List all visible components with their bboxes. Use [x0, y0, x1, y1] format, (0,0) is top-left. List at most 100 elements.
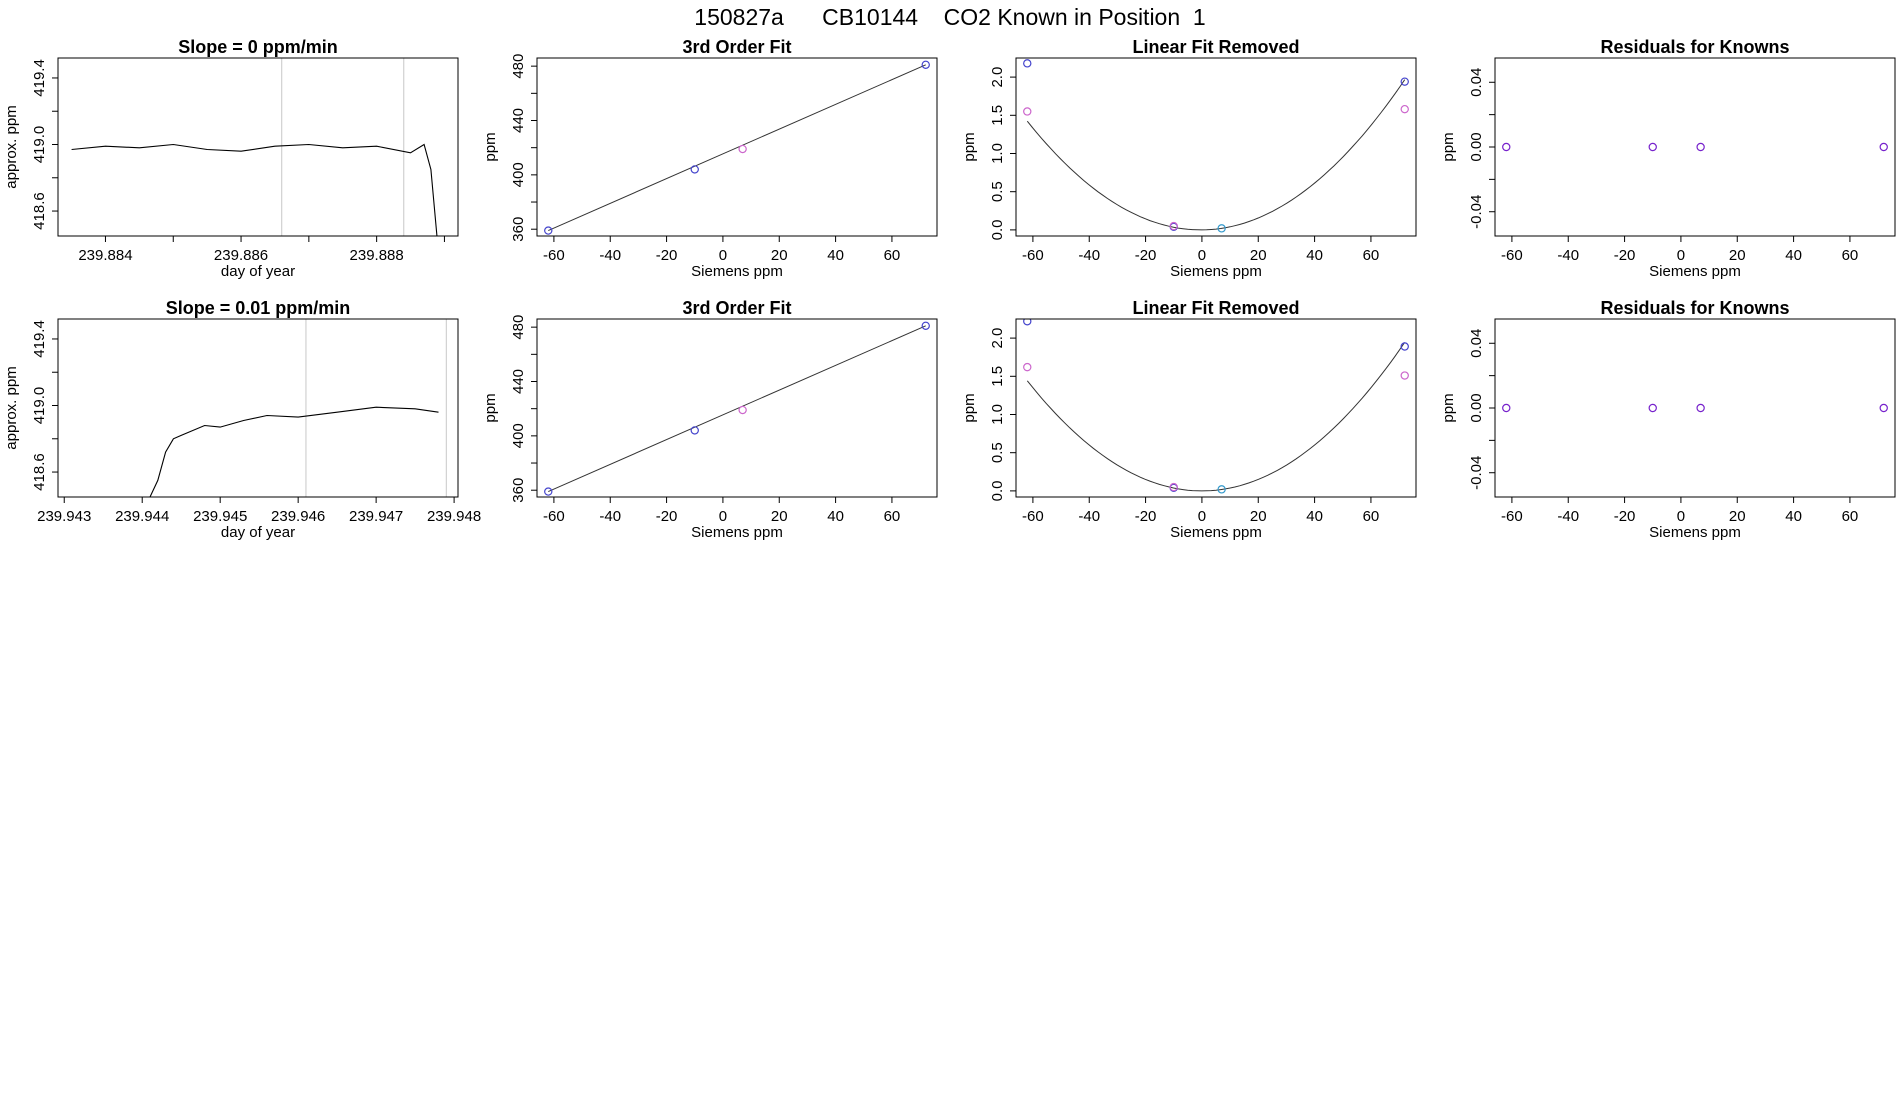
x-tick-label: 0 — [1198, 247, 1206, 264]
x-tick-label: 0 — [1677, 247, 1685, 264]
panel-title: Residuals for Knowns — [1600, 298, 1789, 318]
time-series-row-2-panel: 239.943 239.944 239.945 239.946 239.947 239.9… — [3, 298, 481, 541]
y-tick-label: 1.5 — [989, 105, 1006, 126]
data-point-residuals — [1879, 142, 1888, 152]
time-series-row-1-panel: 239.884 239.886 239.888 418.6 419.0 419.4 Slop… — [3, 37, 459, 280]
x-tick-label: 60 — [1842, 508, 1859, 525]
plot-frame — [536, 318, 938, 498]
linear-removed-row-2-panel: -60 -40 -20 0 20 40 60 0.0 0.5 1.0 1.5 2.0 Linear Fi… — [961, 298, 1417, 541]
plot-area — [1023, 319, 1409, 494]
x-tick-label: 239.944 — [115, 508, 169, 525]
plot-frame — [1494, 57, 1896, 237]
data-point-linear — [1023, 107, 1032, 116]
y-tick-label: 418.6 — [31, 453, 48, 491]
data-point-target — [1217, 224, 1226, 233]
series-line — [149, 406, 439, 497]
x-tick-label: 40 — [1785, 247, 1802, 264]
y-tick-label: 0.5 — [989, 442, 1006, 463]
data-point-knowns — [1400, 77, 1409, 86]
panel-title: 3rd Order Fit — [682, 37, 791, 57]
data-point-linear — [1400, 104, 1409, 114]
data-point-knowns — [690, 426, 699, 435]
y-axis-label: ppm — [1440, 132, 1457, 161]
x-tick-label: -20 — [656, 508, 678, 525]
y-tick-label: 419.0 — [31, 387, 48, 425]
x-tick-label: 239.947 — [349, 508, 403, 525]
x-tick-label: -20 — [1135, 247, 1157, 264]
data-point-residuals — [1696, 142, 1705, 152]
fit-curve — [1026, 79, 1406, 231]
x-tick-label: -40 — [1078, 508, 1100, 525]
x-tick-label: -40 — [1557, 508, 1579, 525]
x-tick-label: -60 — [1022, 508, 1044, 525]
y-axis-label: ppm — [482, 393, 499, 422]
x-tick-label: -60 — [1022, 247, 1044, 264]
data-point-linear — [1169, 221, 1178, 231]
data-point-linear — [1400, 371, 1409, 380]
x-tick-label: 20 — [771, 508, 788, 525]
data-point-knowns — [921, 321, 930, 330]
data-point-knowns — [544, 226, 553, 235]
x-tick-label: 0 — [1198, 508, 1206, 525]
data-point-residuals — [1879, 403, 1888, 413]
series-line — [71, 143, 438, 236]
y-tick-label: 0.04 — [1468, 329, 1485, 358]
data-point-linear — [1023, 362, 1032, 372]
y-tick-label: 0.0 — [989, 480, 1006, 501]
data-point-knowns — [921, 60, 930, 69]
y-axis-label: approx. ppm — [3, 105, 20, 188]
x-axis-label: day of year — [221, 524, 295, 541]
y-tick-label: 419.4 — [31, 59, 48, 97]
x-tick-label: -60 — [543, 508, 565, 525]
x-tick-label: 0 — [719, 508, 727, 525]
y-tick-label: 400 — [510, 423, 527, 448]
y-axis-label: ppm — [961, 132, 978, 161]
x-tick-label: 239.888 — [350, 247, 404, 264]
y-axis-label: ppm — [961, 393, 978, 422]
residuals-row-2-panel: -60 -40 -20 0 20 40 60 -0.04 0.00 0.04 Residuals f… — [1440, 298, 1896, 541]
plot-area — [1023, 59, 1409, 233]
y-tick-label: 2.0 — [989, 67, 1006, 88]
y-tick-label: 0.5 — [989, 181, 1006, 202]
x-tick-label: 40 — [1785, 508, 1802, 525]
data-point-linear — [1169, 482, 1178, 492]
x-axis-label: day of year — [221, 263, 295, 280]
y-tick-label: 480 — [510, 315, 527, 340]
plot-area — [1502, 403, 1888, 413]
y-tick-label: 440 — [510, 369, 527, 394]
y-tick-label: 1.5 — [989, 366, 1006, 387]
x-tick-label: -40 — [599, 508, 621, 525]
x-axis-label: Siemens ppm — [1649, 263, 1741, 280]
residuals-row-1-panel: -60 -40 -20 0 20 40 60 -0.04 0.00 0.04 Residuals f… — [1440, 37, 1896, 280]
x-axis-label: Siemens ppm — [1170, 524, 1262, 541]
y-tick-label: 480 — [510, 54, 527, 79]
x-tick-label: -60 — [1501, 247, 1523, 264]
plot-frame — [536, 57, 938, 237]
plot-frame — [57, 57, 459, 237]
fit-line — [548, 325, 926, 493]
plot-frame — [57, 318, 459, 498]
x-tick-label: 239.886 — [214, 247, 268, 264]
x-axis-label: Siemens ppm — [1170, 263, 1262, 280]
y-tick-label: 418.6 — [31, 192, 48, 230]
x-tick-label: -40 — [599, 247, 621, 264]
fit-curve — [1026, 342, 1406, 492]
x-tick-label: 239.884 — [78, 247, 132, 264]
y-axis-label: ppm — [482, 132, 499, 161]
plot-area — [544, 321, 930, 496]
y-tick-label: 0.04 — [1468, 68, 1485, 97]
plot-area — [149, 406, 439, 497]
fit-row-2-panel: -60 -40 -20 0 20 40 60 360 400 440 480 3rd Order Fi… — [482, 298, 938, 541]
x-tick-label: 60 — [1363, 247, 1380, 264]
y-tick-label: 2.0 — [989, 328, 1006, 349]
y-tick-label: 0.00 — [1468, 393, 1485, 422]
x-tick-label: 60 — [1363, 508, 1380, 525]
x-tick-label: 40 — [827, 247, 844, 264]
data-point-knowns — [690, 165, 699, 174]
y-tick-label: 419.0 — [31, 126, 48, 164]
data-point-knowns — [1023, 319, 1032, 326]
x-tick-label: 20 — [1729, 508, 1746, 525]
x-tick-label: -60 — [543, 247, 565, 264]
y-tick-label: -0.04 — [1468, 195, 1485, 229]
